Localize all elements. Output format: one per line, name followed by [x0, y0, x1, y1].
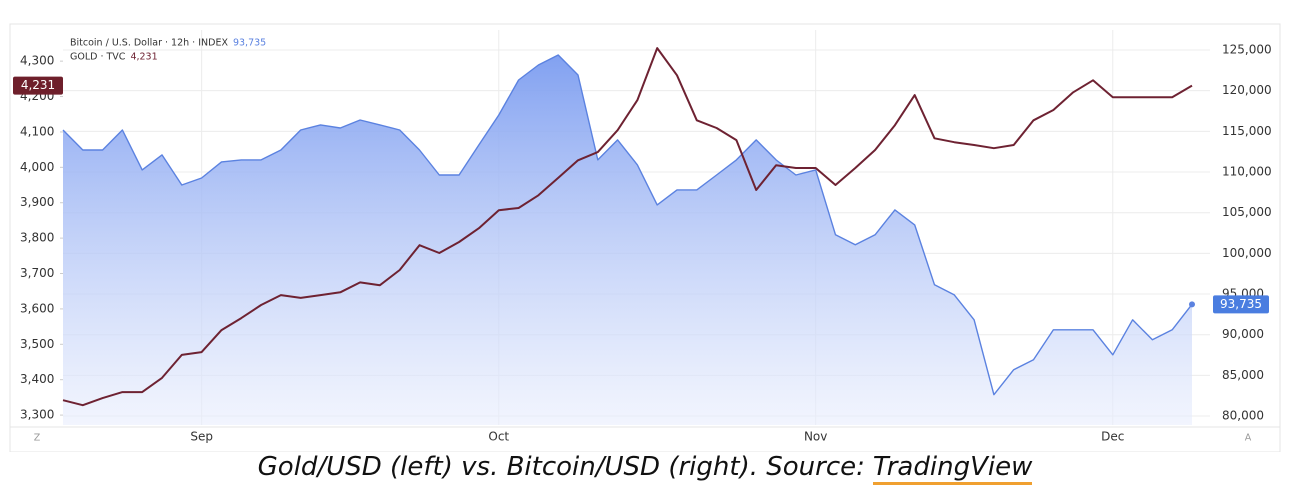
- price-badge-label: 93,735: [1220, 297, 1262, 311]
- y-tick-label: 3,500: [20, 337, 54, 351]
- y-tick-label: 3,700: [20, 266, 54, 280]
- source-link[interactable]: TradingView: [872, 452, 1033, 485]
- y-tick-label: 3,600: [20, 301, 54, 315]
- caption: Gold/USD (left) vs. Bitcoin/USD (right).…: [0, 452, 1290, 485]
- legend-name: Bitcoin / U.S. Dollar · 12h · INDEX: [70, 38, 228, 49]
- series-line: [62, 47, 1193, 407]
- legend-value: 93,735: [233, 38, 266, 49]
- x-tick-label: Nov: [804, 430, 827, 444]
- y2-tick-label: 100,000: [1222, 246, 1272, 260]
- scale-button[interactable]: A: [1245, 433, 1252, 444]
- x-tick-label: Sep: [190, 430, 213, 444]
- y2-tick-label: 125,000: [1222, 43, 1272, 57]
- y-tick-label: 3,900: [20, 195, 54, 209]
- y2-tick-label: 110,000: [1222, 165, 1272, 179]
- legend-name: GOLD · TVC: [70, 52, 126, 63]
- legend-value: 4,231: [130, 52, 157, 63]
- x-tick-label: Dec: [1101, 430, 1124, 444]
- y2-tick-label: 90,000: [1222, 327, 1264, 341]
- y2-tick-label: 80,000: [1222, 409, 1264, 423]
- y-tick-label: 3,800: [20, 231, 54, 245]
- x-tick-label: Oct: [488, 430, 509, 444]
- y-tick-label: 3,400: [20, 372, 54, 386]
- caption-text: Gold/USD (left) vs. Bitcoin/USD (right).…: [257, 452, 865, 482]
- scale-button[interactable]: Z: [34, 433, 41, 444]
- chart: 80,00085,00090,00095,000100,000105,00011…: [9, 23, 1281, 453]
- y2-tick-label: 120,000: [1222, 83, 1272, 97]
- price-badge-label: 4,231: [21, 78, 55, 92]
- y2-tick-label: 105,000: [1222, 205, 1272, 219]
- series-line: [62, 54, 1193, 396]
- y-tick-label: 4,000: [20, 160, 54, 174]
- price-badge: [13, 76, 63, 95]
- y-tick-label: 4,300: [20, 54, 54, 68]
- y-tick-label: 3,300: [20, 408, 54, 422]
- area-fill: [63, 55, 1192, 425]
- last-point: [1189, 301, 1195, 308]
- price-badge: [1213, 295, 1269, 314]
- y2-tick-label: 115,000: [1222, 124, 1272, 138]
- y2-tick-label: 85,000: [1222, 368, 1264, 382]
- y-tick-label: 4,100: [20, 124, 54, 138]
